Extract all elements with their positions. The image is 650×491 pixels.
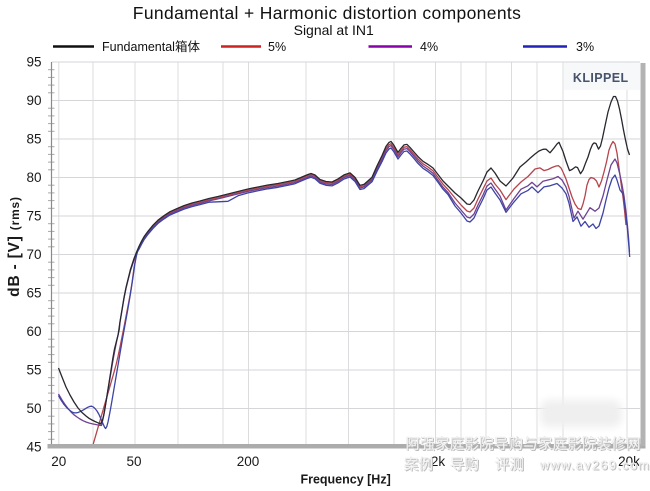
svg-text:评测: 评测: [496, 458, 525, 475]
svg-text:95: 95: [26, 55, 41, 70]
svg-text:Fundamental + Harmonic distort: Fundamental + Harmonic distortion compon…: [133, 3, 521, 23]
svg-text:案例: 案例: [405, 457, 434, 475]
svg-text:20: 20: [51, 454, 66, 469]
svg-text:案例: 案例: [404, 456, 433, 474]
svg-text:阿强家庭影院导购与家庭影院装修网: 阿强家庭影院导购与家庭影院装修网: [407, 437, 642, 454]
svg-text:4%: 4%: [420, 40, 438, 54]
svg-text:85: 85: [26, 132, 41, 147]
svg-text:5%: 5%: [268, 40, 286, 54]
svg-text:50: 50: [126, 454, 141, 469]
svg-text:55: 55: [26, 363, 41, 378]
svg-text:Frequency [Hz]: Frequency [Hz]: [300, 473, 390, 487]
svg-text:2k: 2k: [431, 454, 446, 469]
svg-text:导购: 导购: [451, 458, 480, 475]
svg-text:60: 60: [26, 324, 41, 339]
svg-text:50: 50: [26, 401, 41, 416]
svg-text:70: 70: [26, 247, 41, 262]
svg-text:45: 45: [26, 440, 41, 455]
svg-text:导购: 导购: [450, 457, 479, 474]
svg-text:www.av269.com: www.av269.com: [540, 459, 650, 474]
svg-text:Fundamental箱体: Fundamental箱体: [102, 39, 200, 54]
svg-text:www.av269.com: www.av269.com: [539, 458, 650, 473]
svg-text:评测: 评测: [495, 457, 524, 474]
svg-text:80: 80: [26, 170, 41, 185]
svg-text:75: 75: [26, 209, 41, 224]
svg-text:Signal at IN1: Signal at IN1: [294, 22, 374, 38]
svg-text:20k: 20k: [618, 454, 640, 469]
svg-text:200: 200: [237, 454, 260, 469]
svg-text:65: 65: [26, 286, 41, 301]
svg-text:90: 90: [26, 93, 41, 108]
svg-text:KLIPPEL: KLIPPEL: [573, 71, 629, 85]
svg-text:3%: 3%: [576, 40, 594, 54]
svg-text:dB - [V] (rms): dB - [V] (rms): [6, 196, 23, 297]
svg-text:阿强家庭影院导购与家庭影院装修网: 阿强家庭影院导购与家庭影院装修网: [406, 436, 641, 453]
